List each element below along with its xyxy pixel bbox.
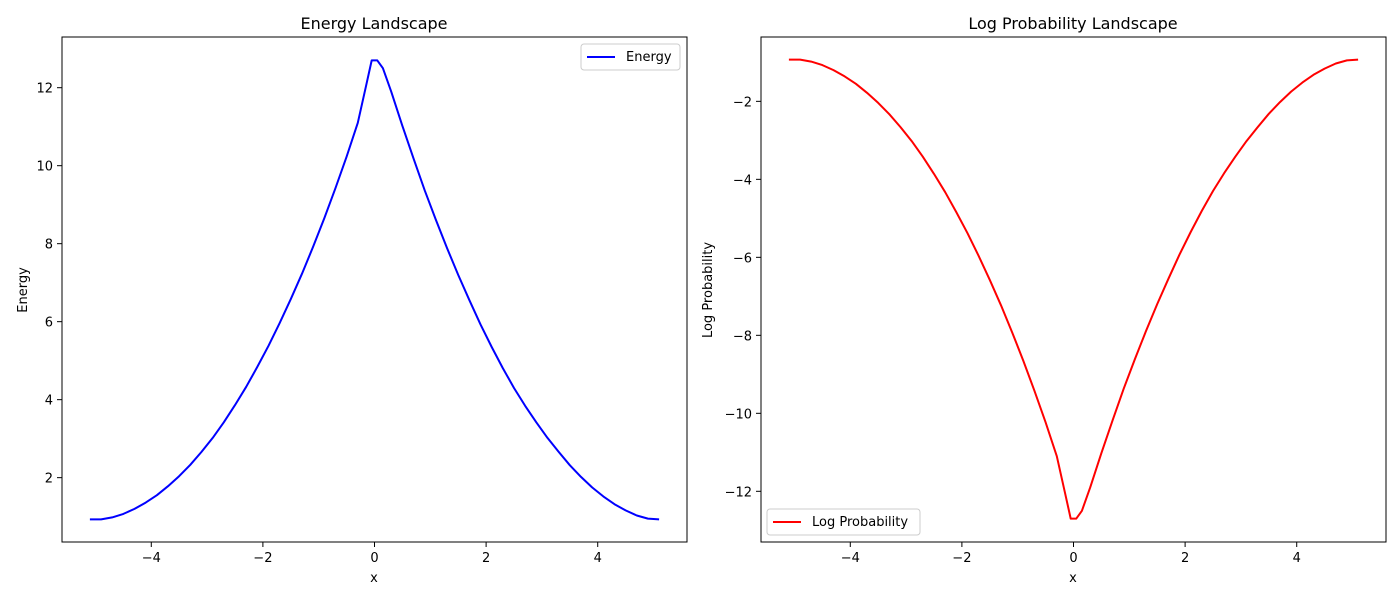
energy-legend-label: Energy	[626, 50, 672, 65]
logprob-x-tick-label: −4	[841, 551, 860, 566]
logprob-x-tick-label: −2	[952, 551, 971, 566]
logprob-legend-label: Log Probability	[812, 515, 908, 530]
logprob-legend: Log Probability	[766, 508, 921, 536]
energy-series	[89, 59, 660, 521]
logprob-series	[788, 58, 1359, 520]
logprob-x-tick-label: 0	[1069, 551, 1077, 566]
energy-chart-title: Energy Landscape	[300, 14, 447, 33]
logprob-y-tick-label: −12	[725, 485, 752, 500]
energy-y-tick-label: 8	[45, 238, 53, 253]
energy-y-tick-label: 2	[45, 472, 53, 487]
energy-y-tick-label: 12	[36, 82, 53, 97]
logprob-y-tick-label: −6	[733, 251, 752, 266]
logprob-series-line	[788, 58, 1359, 520]
energy-x-tick-label: 4	[594, 551, 602, 566]
logprob-chart-title: Log Probability Landscape	[968, 14, 1177, 33]
energy-x-tick-label: −2	[253, 551, 272, 566]
logprob-ticks: −4 −2 0 2 4 −12 −10 −8 −6 −4 −2	[725, 95, 1301, 566]
logprob-x-tick-label: 4	[1293, 551, 1301, 566]
energy-y-tick-label: 4	[45, 394, 53, 409]
energy-panel: Energy Landscape x Energy −4 −2 0 2 4 2 4 6 8 10 1…	[16, 14, 688, 586]
logprob-y-tick-label: −2	[733, 95, 752, 110]
energy-plot-frame	[61, 36, 688, 543]
energy-legend-box	[580, 43, 681, 71]
energy-y-tick-label: 10	[36, 160, 53, 175]
logprob-y-tick-label: −10	[725, 407, 752, 422]
logprob-x-tick-label: 2	[1181, 551, 1189, 566]
logprob-panel: Log Probability Landscape x Log Probabil…	[701, 14, 1387, 586]
logprob-x-axis-label: x	[1069, 571, 1077, 586]
logprob-plot-frame	[760, 36, 1387, 543]
energy-y-axis-label: Energy	[16, 267, 31, 313]
energy-series-line	[89, 59, 660, 521]
energy-x-tick-label: 2	[482, 551, 490, 566]
energy-legend: Energy	[580, 43, 681, 71]
energy-x-tick-label: 0	[370, 551, 378, 566]
energy-y-tick-label: 6	[45, 316, 53, 331]
logprob-legend-box	[766, 508, 921, 536]
logprob-y-tick-label: −8	[733, 329, 752, 344]
logprob-y-tick-label: −4	[733, 173, 752, 188]
logprob-y-axis-label: Log Probability	[701, 242, 716, 338]
energy-x-tick-label: −4	[142, 551, 161, 566]
energy-ticks: −4 −2 0 2 4 2 4 6 8 10 12	[36, 82, 601, 566]
energy-x-axis-label: x	[370, 571, 378, 586]
